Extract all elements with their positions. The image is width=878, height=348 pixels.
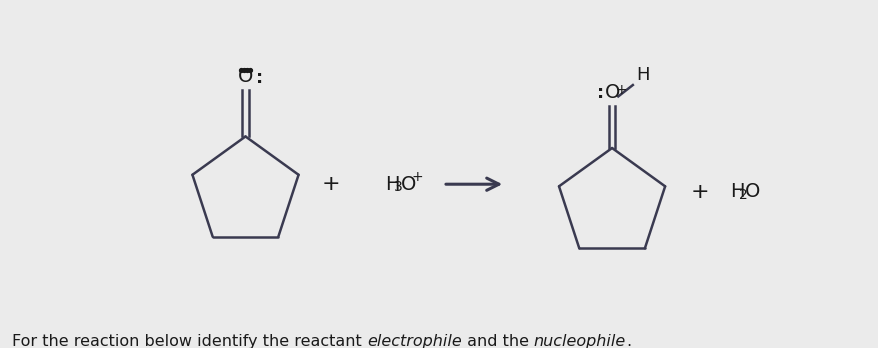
Text: H: H: [385, 175, 399, 194]
Text: +: +: [321, 174, 340, 194]
Text: For the reaction below identify the reactant: For the reaction below identify the reac…: [12, 334, 366, 348]
Text: 3: 3: [394, 180, 403, 194]
Text: +: +: [615, 83, 627, 97]
Text: :: :: [255, 69, 263, 87]
Text: .: .: [625, 334, 630, 348]
Text: H: H: [636, 66, 649, 84]
Text: O: O: [400, 175, 415, 194]
Text: H: H: [729, 182, 744, 201]
Text: O: O: [238, 67, 253, 86]
Text: +: +: [411, 169, 422, 183]
Text: and the: and the: [461, 334, 533, 348]
Text: +: +: [690, 182, 709, 202]
Text: O: O: [604, 83, 619, 102]
Text: 2: 2: [738, 188, 747, 202]
Text: O: O: [745, 182, 759, 201]
Text: nucleophile: nucleophile: [533, 334, 625, 348]
Text: electrophile: electrophile: [366, 334, 461, 348]
Text: :: :: [596, 84, 603, 102]
